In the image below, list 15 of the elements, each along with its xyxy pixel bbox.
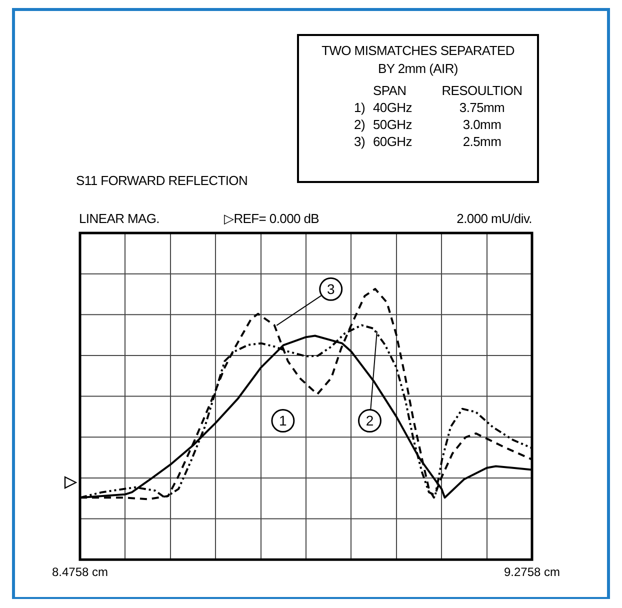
x-tick-label: 8.4758 cm <box>52 565 108 580</box>
text: SPAN RESOULTION <box>373 83 522 98</box>
series-label: 3 <box>326 281 335 298</box>
chart-title: S11 FORWARD REFLECTION <box>76 173 248 188</box>
text: LINEAR MAG. <box>79 211 160 226</box>
text: TWO MISMATCHES SEPARATED <box>320 42 516 60</box>
text: BY 2mm (AIR) <box>377 60 459 78</box>
text: 1) 40GHz 3.75mm <box>354 100 505 115</box>
text: ▷REF= 0.000 dB <box>224 211 320 226</box>
text: 3) 60GHz 2.5mm <box>354 134 502 149</box>
text: 2) 50GHz 3.0mm <box>354 117 502 132</box>
text: 1 <box>279 412 288 429</box>
text: 2.000 mU/div. <box>456 211 532 226</box>
text: 2 <box>366 412 374 429</box>
x-tick-label: 9.2758 cm <box>504 565 560 580</box>
